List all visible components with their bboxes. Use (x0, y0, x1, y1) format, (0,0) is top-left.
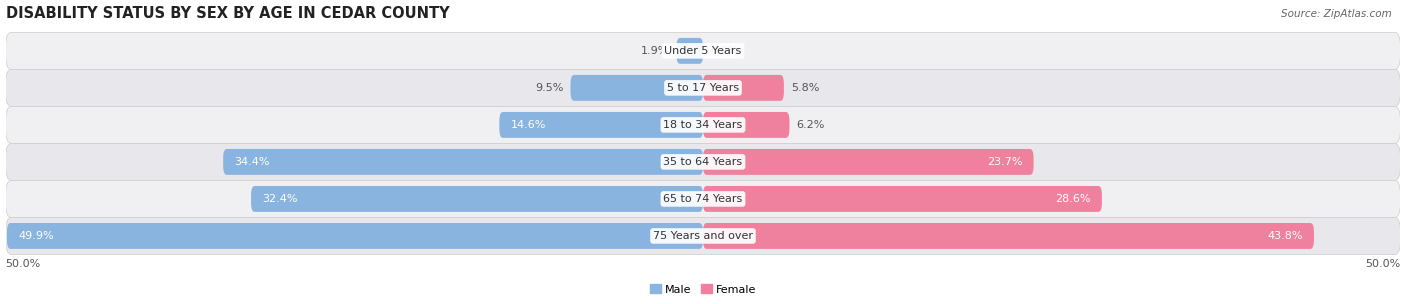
FancyBboxPatch shape (6, 106, 1400, 143)
Text: 5 to 17 Years: 5 to 17 Years (666, 83, 740, 93)
Legend: Male, Female: Male, Female (645, 280, 761, 299)
FancyBboxPatch shape (703, 149, 1033, 175)
FancyBboxPatch shape (6, 32, 1400, 69)
Text: 23.7%: 23.7% (987, 157, 1022, 167)
Text: Source: ZipAtlas.com: Source: ZipAtlas.com (1281, 9, 1392, 19)
FancyBboxPatch shape (6, 143, 1400, 180)
FancyBboxPatch shape (703, 112, 790, 138)
FancyBboxPatch shape (676, 38, 703, 64)
Text: 1.9%: 1.9% (641, 46, 669, 56)
Text: 49.9%: 49.9% (18, 231, 53, 241)
FancyBboxPatch shape (571, 75, 703, 101)
Text: 18 to 34 Years: 18 to 34 Years (664, 120, 742, 130)
Text: 35 to 64 Years: 35 to 64 Years (664, 157, 742, 167)
Text: 0.0%: 0.0% (710, 46, 738, 56)
FancyBboxPatch shape (703, 75, 785, 101)
Text: DISABILITY STATUS BY SEX BY AGE IN CEDAR COUNTY: DISABILITY STATUS BY SEX BY AGE IN CEDAR… (6, 5, 449, 20)
Text: 6.2%: 6.2% (796, 120, 825, 130)
FancyBboxPatch shape (703, 186, 1102, 212)
FancyBboxPatch shape (224, 149, 703, 175)
Text: 65 to 74 Years: 65 to 74 Years (664, 194, 742, 204)
Text: Under 5 Years: Under 5 Years (665, 46, 741, 56)
Text: 9.5%: 9.5% (536, 83, 564, 93)
Text: 34.4%: 34.4% (235, 157, 270, 167)
Text: 5.8%: 5.8% (792, 83, 820, 93)
FancyBboxPatch shape (703, 223, 1315, 249)
Text: 43.8%: 43.8% (1267, 231, 1303, 241)
FancyBboxPatch shape (252, 186, 703, 212)
Text: 50.0%: 50.0% (1365, 259, 1400, 269)
FancyBboxPatch shape (7, 223, 703, 249)
Text: 32.4%: 32.4% (262, 194, 298, 204)
Text: 14.6%: 14.6% (510, 120, 546, 130)
Text: 75 Years and over: 75 Years and over (652, 231, 754, 241)
Text: 28.6%: 28.6% (1056, 194, 1091, 204)
Text: 50.0%: 50.0% (6, 259, 41, 269)
FancyBboxPatch shape (499, 112, 703, 138)
FancyBboxPatch shape (6, 69, 1400, 106)
FancyBboxPatch shape (6, 180, 1400, 217)
FancyBboxPatch shape (6, 217, 1400, 254)
